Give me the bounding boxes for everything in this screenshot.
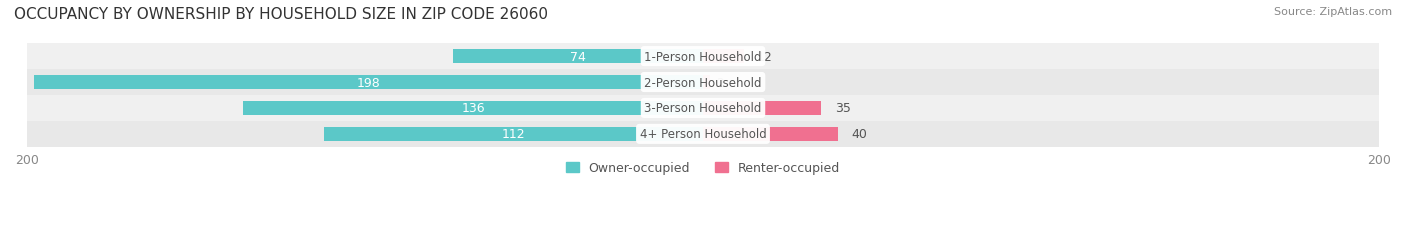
Text: 3-Person Household: 3-Person Household bbox=[644, 102, 762, 115]
Text: 1-Person Household: 1-Person Household bbox=[644, 50, 762, 63]
Text: 112: 112 bbox=[502, 128, 526, 141]
Text: 12: 12 bbox=[756, 50, 773, 63]
Text: 198: 198 bbox=[357, 76, 380, 89]
Bar bbox=[34, 76, 703, 90]
Text: 136: 136 bbox=[461, 102, 485, 115]
Text: 2-Person Household: 2-Person Household bbox=[644, 76, 762, 89]
Text: OCCUPANCY BY OWNERSHIP BY HOUSEHOLD SIZE IN ZIP CODE 26060: OCCUPANCY BY OWNERSHIP BY HOUSEHOLD SIZE… bbox=[14, 7, 548, 22]
Bar bbox=[703, 76, 710, 90]
Bar bbox=[27, 96, 1379, 121]
Text: 4+ Person Household: 4+ Person Household bbox=[640, 128, 766, 141]
Text: Source: ZipAtlas.com: Source: ZipAtlas.com bbox=[1274, 7, 1392, 17]
Text: 2: 2 bbox=[717, 76, 724, 89]
Text: 74: 74 bbox=[569, 50, 586, 63]
Bar bbox=[703, 127, 838, 141]
Text: 35: 35 bbox=[835, 102, 851, 115]
Bar bbox=[325, 127, 703, 141]
Text: 40: 40 bbox=[852, 128, 868, 141]
Bar bbox=[703, 101, 821, 116]
Bar bbox=[27, 121, 1379, 147]
Bar bbox=[27, 70, 1379, 96]
Bar bbox=[703, 50, 744, 64]
Bar bbox=[243, 101, 703, 116]
Legend: Owner-occupied, Renter-occupied: Owner-occupied, Renter-occupied bbox=[561, 156, 845, 179]
Bar bbox=[453, 50, 703, 64]
Bar bbox=[27, 44, 1379, 70]
